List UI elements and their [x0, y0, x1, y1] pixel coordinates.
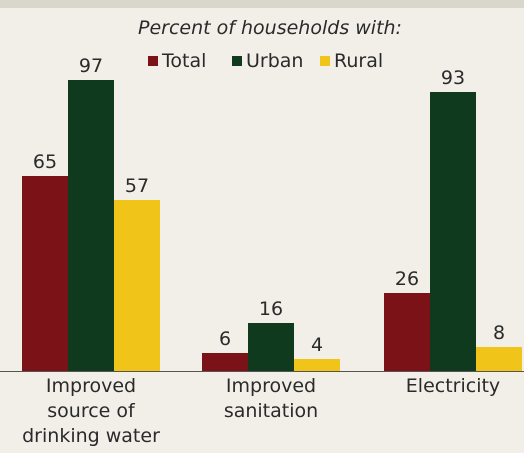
- category-label-0-line-2: drinking water: [22, 425, 160, 447]
- value-label-rural-1: 4: [311, 334, 323, 356]
- chart-subtitle: Percent of households with:: [138, 17, 402, 39]
- clipped-header-strip: [0, 0, 524, 8]
- category-label-2-line-0: Electricity: [406, 375, 500, 397]
- legend-label-rural: Rural: [334, 50, 383, 72]
- value-label-urban-2: 93: [441, 67, 465, 89]
- bar-rural-1: [294, 359, 340, 371]
- category-label-0-line-1: source of: [47, 400, 136, 422]
- value-label-urban-0: 97: [79, 55, 103, 77]
- category-label-1-line-1: sanitation: [224, 400, 318, 422]
- value-label-total-2: 26: [395, 268, 419, 290]
- legend-swatch-rural: [320, 56, 330, 66]
- legend-swatch-urban: [232, 56, 242, 66]
- bar-total-2: [384, 293, 430, 371]
- category-label-0-line-0: Improved: [46, 375, 136, 397]
- bar-total-0: [22, 176, 68, 371]
- category-labels: Improved source of drinking water Improved s…: [22, 375, 500, 447]
- value-label-total-1: 6: [219, 328, 231, 350]
- value-label-total-0: 65: [33, 151, 57, 173]
- category-label-1-line-0: Improved: [226, 375, 316, 397]
- value-label-rural-0: 57: [125, 175, 149, 197]
- bar-urban-2: [430, 92, 476, 371]
- bar-urban-1: [248, 323, 294, 371]
- legend: Total Urban Rural: [148, 50, 383, 72]
- bar-urban-0: [68, 80, 114, 371]
- legend-label-urban: Urban: [246, 50, 303, 72]
- value-label-rural-2: 8: [493, 322, 505, 344]
- bar-total-1: [202, 353, 248, 371]
- legend-label-total: Total: [161, 50, 206, 72]
- bar-rural-2: [476, 347, 522, 371]
- bar-rural-0: [114, 200, 160, 371]
- value-labels: 65 97 57 6 16 4 26 93 8: [33, 55, 505, 356]
- bars: [22, 80, 522, 371]
- value-label-urban-1: 16: [259, 298, 283, 320]
- legend-swatch-total: [148, 56, 158, 66]
